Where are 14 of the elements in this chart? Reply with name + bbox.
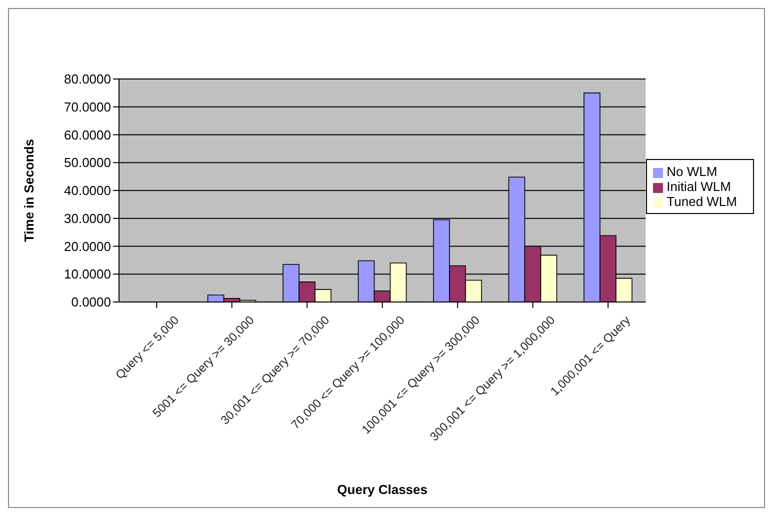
legend-label: No WLM <box>666 164 718 179</box>
y-tick-label: 0.0000 <box>71 294 111 310</box>
y-tick-label: 50.0000 <box>64 155 111 170</box>
legend-label: Tuned WLM <box>666 194 737 209</box>
y-tick-label: 30.0000 <box>64 210 111 226</box>
legend-label: Initial WLM <box>666 179 731 194</box>
y-tick-label: 70.0000 <box>64 99 111 114</box>
y-tick-label: 10.0000 <box>64 266 111 282</box>
y-tick-label: 40.0000 <box>64 183 111 198</box>
y-tick-label: 60.0000 <box>64 127 111 142</box>
y-tick-label: 80.0000 <box>64 72 111 87</box>
x-axis-title: Query Classes <box>337 482 428 497</box>
y-tick-label: 20.0000 <box>64 238 111 254</box>
y-axis-title: Time in Seconds <box>22 138 37 242</box>
